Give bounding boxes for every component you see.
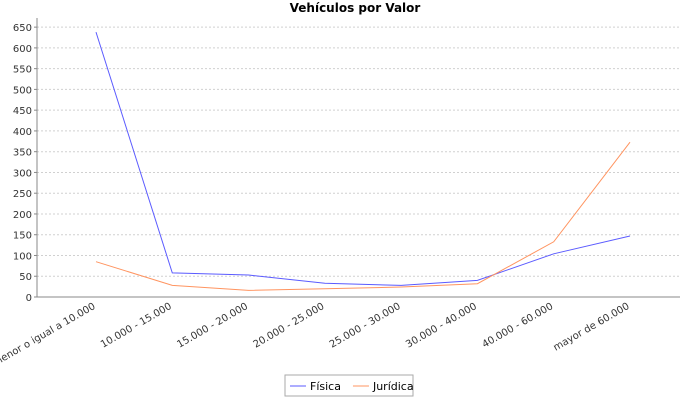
y-tick-label: 150: [13, 231, 32, 242]
x-tick-label: 20.000 - 25.000: [252, 301, 327, 351]
x-tick-label: 15.000 - 20.000: [175, 301, 250, 351]
y-tick-label: 650: [13, 23, 32, 34]
x-tick-label: mayor de 60.000: [552, 301, 632, 353]
y-tick-label: 50: [19, 272, 32, 283]
y-tick-label: 600: [13, 44, 32, 55]
legend-label: Jurídica: [372, 380, 414, 393]
y-tick-label: 200: [13, 210, 32, 221]
legend-label: Física: [310, 380, 341, 393]
y-tick-label: 100: [13, 251, 32, 262]
y-tick-label: 550: [13, 65, 32, 76]
chart-title: Vehículos por Valor: [290, 1, 421, 15]
y-tick-label: 300: [13, 168, 32, 179]
series-line: [95, 141, 631, 291]
x-tick-label: menor o igual a 10.000: [0, 301, 98, 369]
x-tick-label: 30.000 - 40.000: [404, 301, 479, 351]
y-tick-label: 250: [13, 189, 32, 200]
x-tick-label: 25.000 - 30.000: [328, 301, 403, 351]
legend-box: [284, 374, 414, 397]
y-tick-label: 450: [13, 106, 32, 117]
y-tick-label: 500: [13, 85, 32, 96]
x-tick-label: 40.000 - 60.000: [480, 301, 555, 351]
y-tick-label: 0: [26, 293, 32, 304]
y-tick-label: 400: [13, 127, 32, 138]
x-tick-label: 10.000 - 15.000: [99, 301, 174, 351]
series-line: [95, 31, 631, 286]
y-tick-label: 350: [13, 148, 32, 159]
